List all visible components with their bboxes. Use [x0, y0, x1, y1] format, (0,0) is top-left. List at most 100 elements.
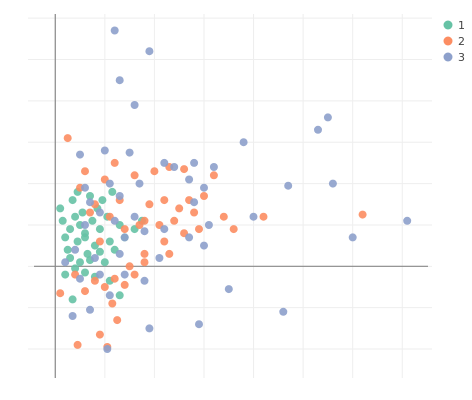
data-point[interactable]	[115, 249, 124, 258]
data-point[interactable]	[105, 237, 114, 246]
data-point[interactable]	[185, 233, 194, 242]
data-point[interactable]	[100, 283, 109, 291]
data-point[interactable]	[185, 175, 194, 184]
data-point[interactable]	[76, 258, 84, 267]
data-point[interactable]	[76, 150, 84, 159]
data-point[interactable]	[180, 165, 189, 174]
data-point[interactable]	[224, 285, 233, 294]
data-point[interactable]	[68, 196, 77, 205]
data-point[interactable]	[76, 274, 84, 283]
data-point[interactable]	[81, 268, 89, 277]
data-point[interactable]	[86, 208, 94, 217]
data-point[interactable]	[71, 264, 80, 273]
data-point[interactable]	[83, 249, 92, 258]
data-point[interactable]	[200, 183, 208, 192]
data-point[interactable]	[239, 138, 248, 147]
data-point[interactable]	[56, 289, 65, 298]
data-point[interactable]	[98, 196, 107, 205]
data-point[interactable]	[125, 262, 134, 271]
data-point[interactable]	[61, 270, 70, 279]
legend[interactable]: 1 2 3	[443, 19, 466, 64]
data-point[interactable]	[140, 216, 149, 225]
data-point[interactable]	[175, 204, 184, 213]
data-point[interactable]	[120, 270, 129, 279]
data-point[interactable]	[73, 340, 82, 349]
data-point[interactable]	[358, 210, 367, 219]
data-point[interactable]	[130, 101, 139, 109]
data-point[interactable]	[204, 221, 213, 229]
data-point[interactable]	[259, 212, 268, 221]
legend-item-1[interactable]: 1	[443, 19, 466, 32]
data-point[interactable]	[58, 216, 67, 225]
data-point[interactable]	[323, 113, 332, 122]
data-point[interactable]	[110, 26, 119, 35]
data-point[interactable]	[95, 270, 104, 279]
data-point[interactable]	[103, 345, 112, 353]
data-point[interactable]	[95, 237, 104, 246]
data-point[interactable]	[190, 208, 199, 217]
data-point[interactable]	[229, 225, 238, 234]
data-point[interactable]	[88, 216, 97, 225]
data-point[interactable]	[100, 146, 109, 155]
data-point[interactable]	[130, 270, 139, 279]
data-point[interactable]	[78, 208, 87, 217]
data-point[interactable]	[56, 204, 65, 213]
data-point[interactable]	[150, 167, 159, 176]
data-point[interactable]	[115, 192, 124, 200]
data-point[interactable]	[140, 227, 149, 236]
data-point[interactable]	[160, 237, 169, 246]
data-point[interactable]	[63, 245, 72, 254]
data-point[interactable]	[140, 249, 149, 258]
data-point[interactable]	[71, 245, 80, 254]
data-point[interactable]	[403, 216, 412, 225]
legend-item-3[interactable]: 3	[443, 51, 466, 64]
data-point[interactable]	[249, 212, 258, 221]
data-point[interactable]	[135, 179, 144, 188]
data-point[interactable]	[140, 258, 149, 267]
data-point[interactable]	[219, 212, 228, 221]
data-point[interactable]	[105, 179, 114, 188]
data-point[interactable]	[68, 312, 77, 320]
data-point[interactable]	[130, 171, 139, 180]
data-point[interactable]	[195, 320, 203, 329]
data-point[interactable]	[200, 192, 208, 200]
data-point[interactable]	[81, 183, 89, 192]
data-point[interactable]	[95, 225, 104, 234]
data-point[interactable]	[110, 216, 119, 225]
data-point[interactable]	[71, 212, 80, 221]
data-point[interactable]	[160, 158, 169, 167]
data-point[interactable]	[348, 233, 357, 242]
data-point[interactable]	[209, 163, 218, 171]
data-point[interactable]	[86, 192, 94, 200]
data-point[interactable]	[120, 225, 129, 234]
data-point[interactable]	[190, 198, 199, 207]
data-point[interactable]	[155, 254, 164, 262]
data-point[interactable]	[120, 233, 129, 242]
data-point[interactable]	[145, 47, 154, 56]
data-point[interactable]	[95, 247, 104, 256]
data-point[interactable]	[108, 187, 117, 196]
data-point[interactable]	[105, 291, 114, 300]
data-point[interactable]	[120, 280, 129, 289]
data-point[interactable]	[110, 274, 119, 283]
data-point[interactable]	[145, 324, 154, 333]
data-point[interactable]	[108, 299, 117, 308]
data-point[interactable]	[81, 287, 89, 296]
data-point[interactable]	[140, 276, 149, 285]
data-point[interactable]	[113, 316, 122, 325]
data-point[interactable]	[200, 241, 208, 250]
data-point[interactable]	[61, 258, 70, 267]
data-point[interactable]	[115, 76, 124, 85]
data-point[interactable]	[328, 179, 337, 188]
data-point[interactable]	[61, 233, 70, 242]
data-point[interactable]	[170, 163, 179, 171]
data-point[interactable]	[100, 258, 109, 267]
data-point[interactable]	[160, 196, 169, 205]
data-point[interactable]	[165, 249, 174, 258]
data-point[interactable]	[195, 225, 203, 234]
data-point[interactable]	[86, 198, 94, 207]
data-point[interactable]	[66, 225, 75, 234]
data-point[interactable]	[95, 208, 104, 217]
data-point[interactable]	[125, 148, 134, 157]
data-point[interactable]	[81, 221, 89, 229]
